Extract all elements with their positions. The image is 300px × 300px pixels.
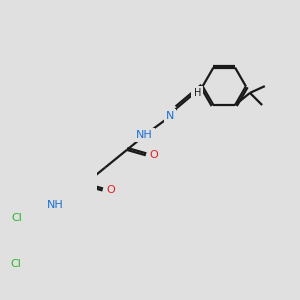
Text: NH: NH bbox=[47, 200, 64, 210]
Text: N: N bbox=[166, 111, 174, 121]
Text: Cl: Cl bbox=[11, 259, 21, 269]
Text: NH: NH bbox=[136, 130, 153, 140]
Text: O: O bbox=[106, 185, 115, 196]
Text: O: O bbox=[149, 150, 158, 160]
Text: H: H bbox=[194, 88, 201, 98]
Text: Cl: Cl bbox=[12, 213, 23, 223]
